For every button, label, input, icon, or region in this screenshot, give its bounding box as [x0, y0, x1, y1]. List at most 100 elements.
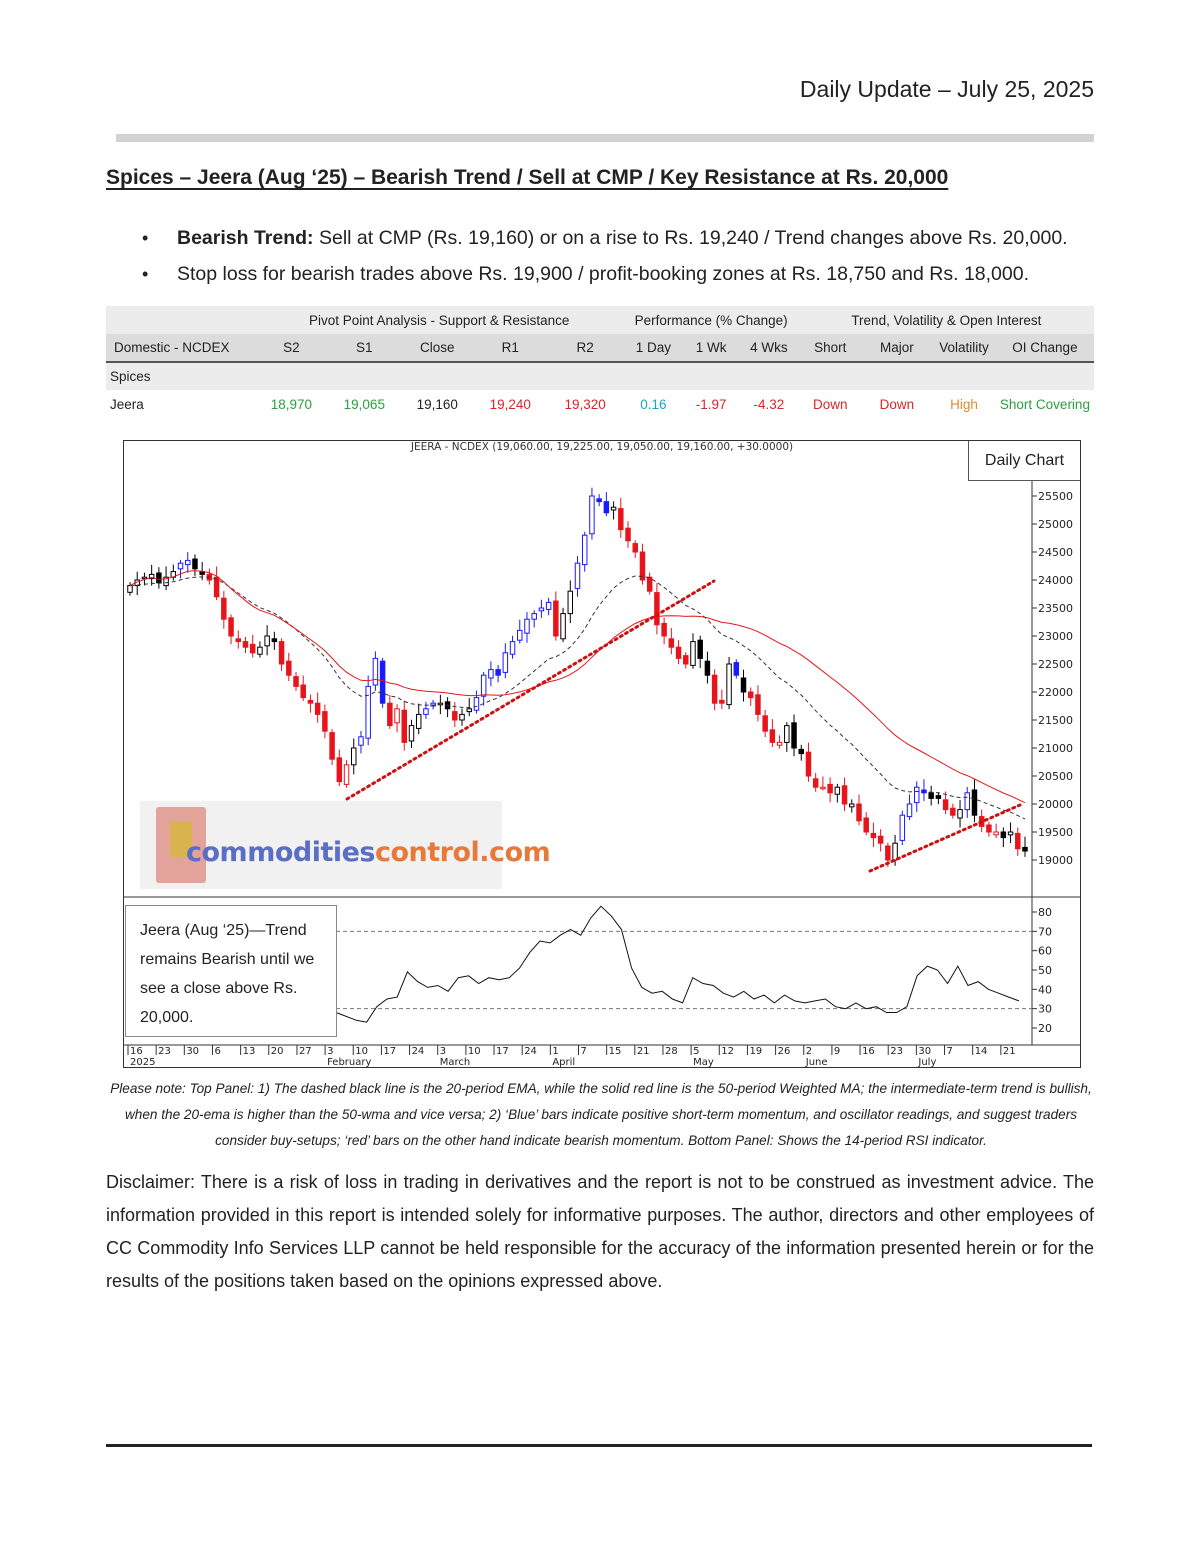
- candle-body: [769, 729, 776, 743]
- candle-body: [986, 824, 992, 833]
- date-tick-label: 23: [890, 1046, 903, 1057]
- candle-body: [632, 543, 638, 553]
- wma50-line: [129, 570, 1026, 804]
- candle-body: [228, 617, 234, 637]
- month-label: April: [552, 1057, 575, 1068]
- date-tick-label: 20: [271, 1046, 284, 1057]
- candle-body: [560, 613, 566, 640]
- rsi-tick-label: 50: [1038, 964, 1052, 977]
- price-tick-label: 23500: [1038, 602, 1073, 615]
- date-tick-label: 23: [158, 1046, 171, 1057]
- candle-body: [192, 558, 198, 570]
- rsi-tick-label: 40: [1038, 983, 1052, 996]
- date-tick-label: 1: [552, 1046, 558, 1057]
- candle-body: [531, 613, 537, 620]
- price-tick-label: 20500: [1038, 770, 1073, 783]
- candle-body: [365, 685, 371, 739]
- month-label: 2025: [130, 1057, 155, 1068]
- candle-body: [509, 641, 516, 655]
- date-tick-label: 13: [243, 1046, 256, 1057]
- date-tick-label: 21: [637, 1046, 650, 1057]
- candle-body: [733, 662, 740, 676]
- watermark-logo: commoditiescontrol.com: [140, 801, 551, 889]
- support-trendline: [868, 803, 1022, 873]
- price-tick-label: 19500: [1038, 826, 1073, 839]
- candle-body: [466, 708, 472, 713]
- group-header-trend: Trend, Volatility & Open Interest: [798, 306, 1094, 334]
- candle-body: [849, 803, 855, 808]
- candle-body: [1000, 831, 1007, 839]
- candle-body: [387, 702, 393, 727]
- candle-body: [589, 495, 595, 535]
- candle-body: [517, 629, 523, 641]
- rsi-tick-label: 80: [1038, 906, 1052, 919]
- date-tick-label: 27: [299, 1046, 312, 1057]
- column-header: R2: [546, 334, 624, 363]
- support-trendline: [345, 579, 716, 801]
- candle-body: [906, 803, 913, 818]
- price-tick-label: 19000: [1038, 854, 1073, 867]
- candle-body: [473, 697, 480, 711]
- date-tick-label: 24: [524, 1046, 537, 1057]
- cell-close: 19,160: [416, 396, 458, 412]
- column-header: 1 Wk: [683, 334, 739, 363]
- month-label: March: [440, 1057, 470, 1068]
- date-tick-label: 30: [186, 1046, 199, 1057]
- date-tick-label: 9: [834, 1046, 840, 1057]
- date-tick-label: 3: [440, 1046, 446, 1057]
- date-tick-label: 7: [947, 1046, 953, 1057]
- candle-body: [163, 576, 169, 587]
- candle-body: [488, 669, 494, 679]
- month-label: February: [327, 1057, 371, 1068]
- group-header-performance: Performance (% Change): [623, 306, 799, 334]
- candle-body: [307, 699, 314, 704]
- trade-recommendations: Bearish Trend: Sell at CMP (Rs. 19,160) …: [106, 220, 1106, 292]
- date-tick-label: 12: [721, 1046, 734, 1057]
- candle-body: [668, 638, 675, 648]
- candle-body: [892, 842, 898, 861]
- price-tick-label: 25000: [1038, 518, 1073, 531]
- candle-body: [957, 809, 963, 819]
- candle-body: [625, 527, 631, 542]
- date-tick-label: 7: [581, 1046, 587, 1057]
- candle-body: [213, 576, 220, 598]
- candle-body: [293, 676, 299, 687]
- chart-note: Jeera (Aug ‘25)—Trend remains Bearish un…: [125, 905, 337, 1037]
- candle-body: [762, 715, 768, 732]
- candle-body: [401, 709, 408, 743]
- candle-body: [408, 725, 415, 742]
- candle-body: [603, 501, 610, 514]
- candle-body: [314, 702, 321, 715]
- candle-body: [538, 607, 545, 612]
- rsi-tick-label: 70: [1038, 925, 1052, 938]
- candle-body: [784, 725, 790, 743]
- candle-body: [993, 831, 999, 836]
- cell-major: Down: [879, 396, 915, 412]
- date-tick-label: 21: [1003, 1046, 1016, 1057]
- month-label: July: [917, 1057, 936, 1068]
- recommendation-item: Bearish Trend: Sell at CMP (Rs. 19,160) …: [106, 220, 1106, 256]
- candle-body: [870, 832, 877, 839]
- candle-body: [379, 660, 386, 704]
- price-tick-label: 24000: [1038, 574, 1073, 587]
- month-label: May: [693, 1057, 714, 1068]
- candle-body: [322, 711, 328, 732]
- candle-body: [336, 757, 343, 783]
- disclaimer: Disclaimer: There is a risk of loss in t…: [106, 1172, 1094, 1291]
- candle-body: [264, 635, 270, 647]
- candle-body: [683, 655, 689, 665]
- date-tick-label: 5: [693, 1046, 699, 1057]
- candle-body: [913, 786, 920, 804]
- candle-body: [863, 817, 869, 833]
- cell-4wks: -4.32: [753, 396, 785, 412]
- date-tick-label: 30: [918, 1046, 931, 1057]
- date-tick-label: 2: [806, 1046, 812, 1057]
- candle-body: [755, 694, 761, 715]
- date-tick-label: 15: [609, 1046, 622, 1057]
- candle-body: [185, 559, 191, 566]
- candle-body: [618, 508, 624, 531]
- candle-body: [820, 786, 826, 790]
- candle-body: [1007, 831, 1014, 836]
- candle-body: [646, 576, 653, 592]
- candle-body: [877, 835, 884, 844]
